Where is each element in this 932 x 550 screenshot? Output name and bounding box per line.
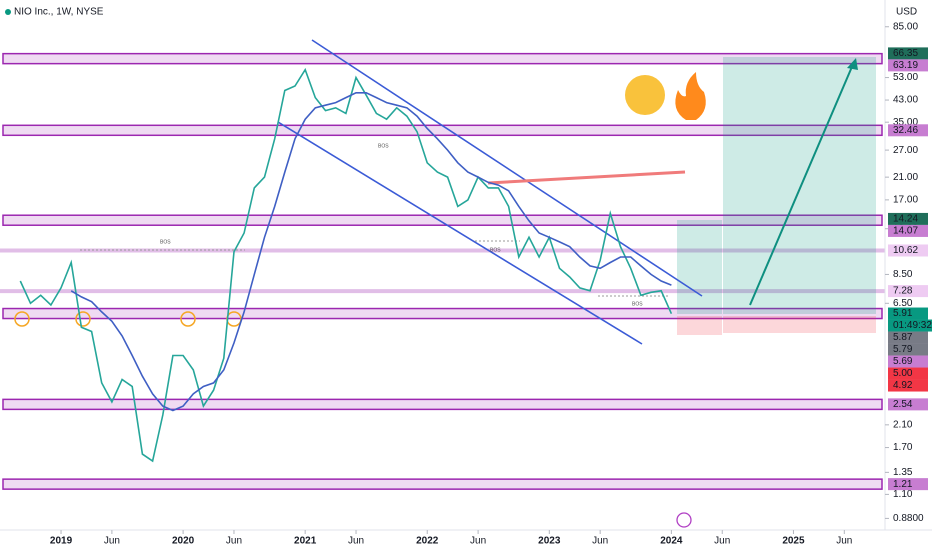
y-tick-label: 2.10 (893, 419, 913, 430)
countdown: 01:49:32 (893, 320, 932, 331)
x-tick-label: 2024 (660, 536, 683, 547)
y-tick-label: 17.00 (893, 195, 918, 206)
red-line (487, 170, 686, 185)
y-tick-label: 1.70 (893, 442, 913, 453)
y-tick-label: 43.00 (893, 95, 918, 106)
channel-lower (277, 121, 643, 345)
price-label: 5.79 (893, 344, 913, 355)
price-label: 5.00 (893, 368, 913, 379)
y-tick-label: 6.50 (893, 298, 913, 309)
y-tick-label: 35.00 (893, 117, 918, 128)
price-label: 5.69 (893, 356, 913, 367)
event-icon (676, 512, 692, 528)
channel-upper (311, 39, 703, 297)
price-label: 14.07 (893, 226, 918, 237)
small-stop-box (677, 316, 722, 335)
x-tick-label: Jun (470, 536, 486, 547)
currency: USD (896, 7, 917, 18)
level-band (2, 398, 883, 411)
arrow-line (749, 61, 855, 306)
price-label: 14.24 (893, 214, 918, 225)
x-tick-label: 2022 (416, 536, 439, 547)
price-label-bg (888, 307, 928, 320)
y-tick-label: 27.00 (893, 145, 918, 156)
price-label-bg (888, 224, 928, 237)
price-label-bg (888, 478, 928, 491)
price-label: 2.54 (893, 399, 913, 410)
x-tick-label: Jun (836, 536, 852, 547)
price-label-bg (888, 379, 928, 392)
price-label: 32.46 (893, 125, 918, 136)
levels (0, 52, 885, 490)
y-tick-label: 1.35 (893, 467, 913, 478)
price-label-bg (888, 124, 928, 137)
price-label-bg (888, 285, 928, 298)
x-tick-label: Jun (714, 536, 730, 547)
level-band (2, 214, 883, 226)
x-tick-label: Jun (348, 536, 364, 547)
marker-circle (180, 311, 196, 327)
moving-average (70, 92, 672, 412)
y-tick-label: 85.00 (893, 21, 918, 32)
price-label: 10.62 (893, 245, 918, 256)
level-band (2, 478, 883, 490)
level-band (2, 52, 883, 65)
price-label: 4.92 (893, 380, 913, 391)
level-band (2, 307, 883, 320)
price-label: 63.19 (893, 60, 918, 71)
angry-emoji (625, 75, 665, 115)
price-label-bg (888, 331, 928, 344)
bos-label: BOS (632, 301, 643, 307)
x-tick-label: 2025 (782, 536, 805, 547)
x-tick-label: Jun (226, 536, 242, 547)
x-tick-label: 2020 (172, 536, 195, 547)
price-label-bg (888, 47, 928, 60)
price-label: 1.21 (893, 479, 913, 490)
y-tick-label: 21.00 (893, 172, 918, 183)
marker-circle (14, 311, 30, 327)
price-label: 7.28 (893, 286, 913, 297)
price-label-bg (888, 212, 928, 225)
y-tick-label: 1.10 (893, 489, 913, 500)
status-dot (5, 9, 11, 15)
price-label-bg (888, 343, 928, 356)
y-tick-label: 0.8800 (893, 513, 924, 524)
price-label-bg (888, 367, 928, 380)
x-tick-label: 2021 (294, 536, 317, 547)
price-label-bg (888, 398, 928, 411)
price-line (19, 67, 673, 463)
long-stop-box (723, 316, 876, 333)
x-tick-label: 2023 (538, 536, 561, 547)
bos-label: BOS (160, 239, 171, 245)
price-label-bg (888, 244, 928, 257)
x-tick-label: 2019 (50, 536, 73, 547)
price-label-bg (888, 355, 928, 368)
price-label: 5.91 (893, 308, 913, 319)
price-label: 66.35 (893, 48, 918, 59)
price-label: 5.87 (893, 332, 913, 343)
bos-label: BOS (490, 247, 501, 253)
price-label-bg (888, 59, 928, 72)
x-tick-label: Jun (104, 536, 120, 547)
chart-title: NIO Inc., 1W, NYSE (14, 7, 104, 18)
fire-emoji (675, 72, 706, 120)
bos-label: BOS (378, 143, 389, 149)
arrow-head (847, 58, 858, 70)
x-tick-label: Jun (592, 536, 608, 547)
y-tick-label: 8.50 (893, 269, 913, 280)
countdown-bg (888, 319, 932, 332)
long-target-box (723, 57, 876, 314)
y-tick-label: 53.00 (893, 72, 918, 83)
marker-circle (75, 311, 91, 327)
small-target-box (677, 220, 722, 314)
